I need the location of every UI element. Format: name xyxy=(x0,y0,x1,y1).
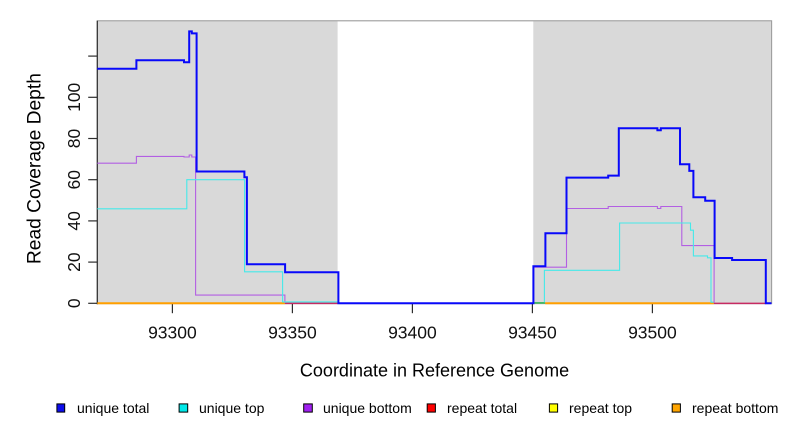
svg-text:repeat top: repeat top xyxy=(569,400,632,416)
svg-text:93300: 93300 xyxy=(148,323,197,343)
svg-text:unique top: unique top xyxy=(199,400,265,416)
svg-text:100: 100 xyxy=(64,82,84,111)
svg-text:93450: 93450 xyxy=(508,323,557,343)
svg-text:Coordinate in Reference Genome: Coordinate in Reference Genome xyxy=(300,361,569,381)
svg-text:80: 80 xyxy=(64,129,84,149)
svg-text:20: 20 xyxy=(64,252,84,272)
svg-text:unique total: unique total xyxy=(77,400,149,416)
svg-text:repeat bottom: repeat bottom xyxy=(692,400,778,416)
svg-text:0: 0 xyxy=(64,298,84,308)
svg-text:93350: 93350 xyxy=(268,323,317,343)
svg-text:Read Coverage Depth: Read Coverage Depth xyxy=(25,73,46,264)
svg-text:unique bottom: unique bottom xyxy=(323,400,412,416)
svg-text:93400: 93400 xyxy=(388,323,437,343)
svg-text:40: 40 xyxy=(64,211,84,231)
svg-text:93500: 93500 xyxy=(628,323,677,343)
svg-text:60: 60 xyxy=(64,170,84,190)
svg-text:repeat total: repeat total xyxy=(447,400,517,416)
